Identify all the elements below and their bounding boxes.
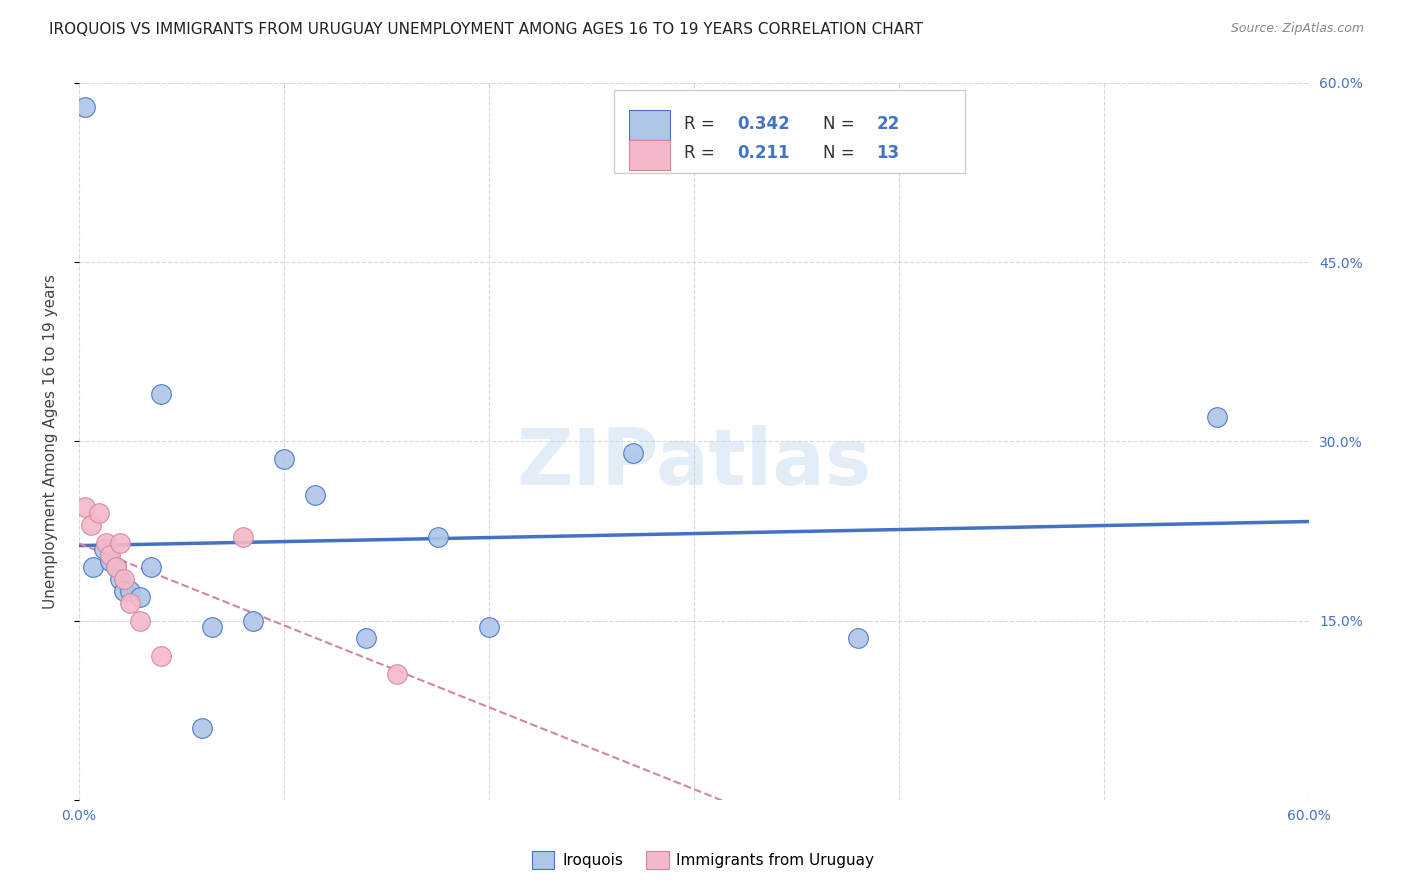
Text: 13: 13: [876, 145, 900, 162]
Point: [129, 614, 152, 628]
Point: [98, 554, 121, 568]
Point: [129, 590, 152, 604]
FancyBboxPatch shape: [614, 90, 965, 172]
Point: [108, 572, 131, 586]
Point: [232, 530, 254, 544]
FancyBboxPatch shape: [628, 111, 669, 140]
Point: [120, 596, 142, 610]
Point: [75, 100, 97, 114]
Point: [94, 536, 117, 550]
Point: [201, 619, 224, 633]
Point: [426, 530, 449, 544]
Point: [89, 506, 111, 520]
Text: N =: N =: [824, 115, 860, 133]
Text: Source: ZipAtlas.com: Source: ZipAtlas.com: [1230, 22, 1364, 36]
Point: [112, 572, 135, 586]
Point: [621, 446, 644, 460]
Point: [112, 583, 135, 598]
FancyBboxPatch shape: [628, 139, 669, 169]
Y-axis label: Unemployment Among Ages 16 to 19 years: Unemployment Among Ages 16 to 19 years: [44, 274, 58, 608]
Text: N =: N =: [824, 145, 860, 162]
Text: 0.211: 0.211: [737, 145, 790, 162]
Point: [354, 632, 377, 646]
Text: 22: 22: [876, 115, 900, 133]
Point: [149, 386, 172, 401]
Point: [242, 614, 264, 628]
Point: [104, 559, 127, 574]
Text: R =: R =: [685, 145, 720, 162]
Point: [108, 536, 131, 550]
Point: [139, 559, 162, 574]
Point: [191, 721, 214, 735]
Point: [478, 619, 501, 633]
Point: [80, 518, 103, 533]
Point: [304, 488, 326, 502]
Point: [273, 452, 295, 467]
Text: 0.342: 0.342: [737, 115, 790, 133]
Point: [75, 500, 97, 514]
Point: [104, 559, 127, 574]
Point: [98, 548, 121, 562]
Point: [846, 632, 869, 646]
Point: [93, 541, 115, 556]
Point: [385, 667, 408, 681]
Text: R =: R =: [685, 115, 720, 133]
Text: ZIPatlas: ZIPatlas: [516, 425, 872, 500]
Point: [82, 559, 104, 574]
Point: [120, 583, 142, 598]
Point: [149, 649, 172, 664]
Point: [1206, 410, 1229, 425]
Text: IROQUOIS VS IMMIGRANTS FROM URUGUAY UNEMPLOYMENT AMONG AGES 16 TO 19 YEARS CORRE: IROQUOIS VS IMMIGRANTS FROM URUGUAY UNEM…: [49, 22, 924, 37]
Legend: Iroquois, Immigrants from Uruguay: Iroquois, Immigrants from Uruguay: [526, 845, 880, 875]
